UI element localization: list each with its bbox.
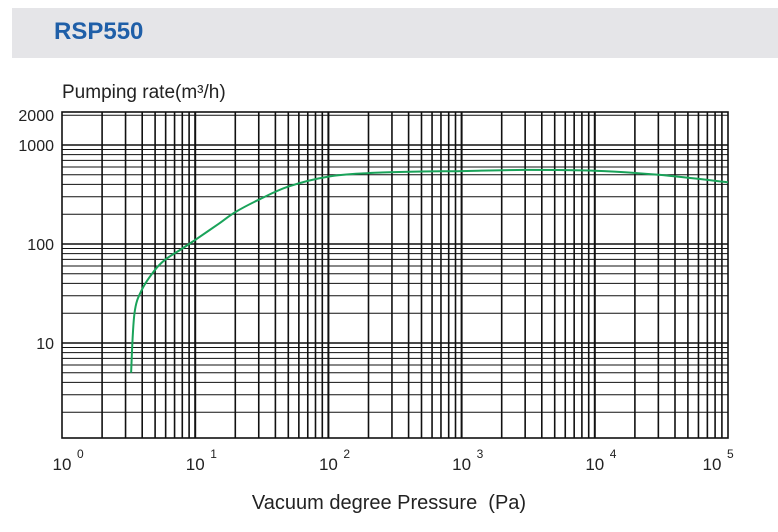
x-tick-label: 10 (186, 455, 205, 474)
series-layer (130, 168, 729, 373)
plot-frame (61, 111, 729, 439)
x-tick-label: 10 (585, 455, 604, 474)
x-tick-exponent: 5 (727, 447, 734, 461)
x-tick-label: 10 (53, 455, 72, 474)
x-tick-exponent: 2 (343, 447, 350, 461)
y-tick-label: 2000 (18, 108, 54, 125)
grid-layer (62, 112, 728, 438)
x-tick-exponent: 0 (77, 447, 84, 461)
y-tick-label: 1000 (18, 138, 54, 155)
x-tick-exponent: 4 (610, 447, 617, 461)
x-tick-label: 10 (703, 455, 722, 474)
x-tick-exponent: 3 (477, 447, 484, 461)
x-tick-label: 10 (452, 455, 471, 474)
series-line-0 (130, 168, 729, 373)
y-tick-label: 100 (27, 237, 54, 254)
x-axis-label: Vacuum degree Pressure (Pa) (251, 492, 527, 514)
x-tick-label: 10 (319, 455, 338, 474)
x-tick-exponent: 1 (210, 447, 217, 461)
header-bar: RSP550 (12, 8, 778, 58)
y-axis-label: Pumping rate(m³/h) (62, 82, 226, 103)
plot-border (61, 111, 729, 439)
y-tick-label: 10 (36, 336, 54, 353)
page-title: RSP550 (54, 18, 144, 45)
